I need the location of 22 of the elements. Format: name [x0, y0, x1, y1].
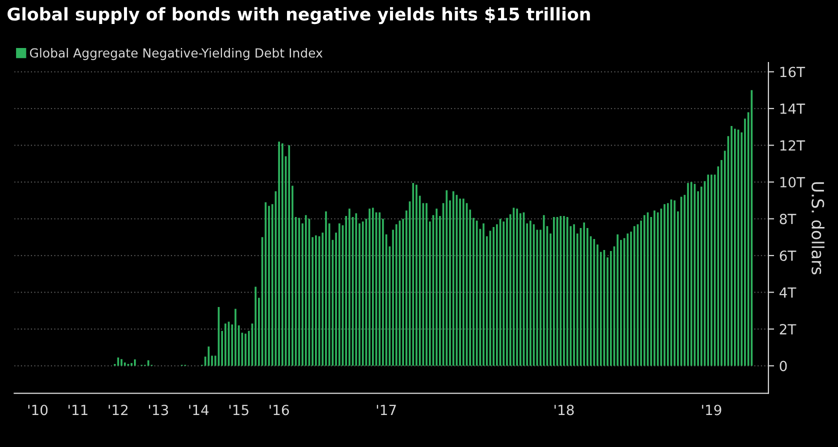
- y-tick-label: 0: [780, 360, 787, 372]
- x-tick-label: '17: [376, 404, 396, 416]
- x-tick-label: '16: [270, 404, 289, 416]
- legend-label: Global Aggregate Negative-Yielding Debt Index: [30, 48, 323, 60]
- x-tick-label: '19: [702, 404, 722, 416]
- y-tick-label: 2T: [780, 324, 796, 334]
- x-tick-label: '18: [554, 404, 574, 416]
- y-tick-label: 8T: [780, 214, 796, 224]
- x-tick-label: '10: [28, 404, 48, 416]
- x-tick-label: '11: [68, 404, 88, 416]
- y-axis-title: U.S. dollars: [812, 182, 824, 274]
- y-tick-label: 12T: [780, 140, 806, 151]
- x-tick-label: '15: [229, 404, 248, 416]
- x-tick-label: '12: [108, 404, 128, 416]
- y-tick-label: 6T: [780, 250, 796, 262]
- chart-title: Global supply of bonds with negative yields hits $15 trillion: [8, 7, 590, 24]
- x-tick-label: '14: [189, 404, 209, 416]
- y-tick-label: 10T: [780, 176, 806, 188]
- y-tick-label: 16T: [780, 66, 806, 78]
- y-tick-label: 4T: [780, 287, 796, 298]
- x-tick-label: '13: [148, 404, 168, 416]
- y-tick-label: 14T: [780, 104, 806, 114]
